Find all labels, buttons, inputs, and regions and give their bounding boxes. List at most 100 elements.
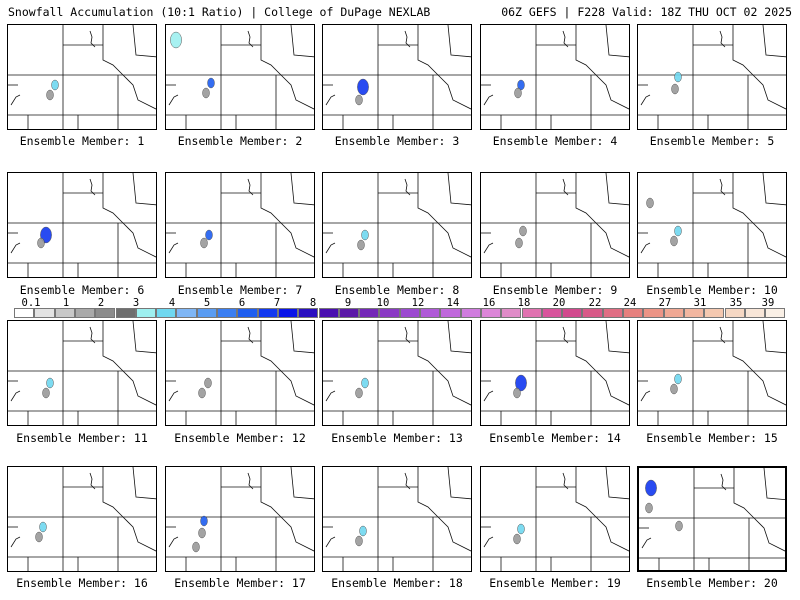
colorbar-tick-label: 24 xyxy=(623,297,637,309)
colorbar-tick-label: 27 xyxy=(658,297,672,309)
colorbar-swatch xyxy=(663,308,684,318)
colorbar-tick-label: 10 xyxy=(376,297,390,309)
ensemble-member-panel xyxy=(480,466,630,572)
state-boundaries-map xyxy=(323,467,471,571)
ensemble-member-panel xyxy=(7,24,157,130)
snowfall-blob xyxy=(675,520,683,532)
ensemble-member-label: Ensemble Member: 2 xyxy=(177,134,303,148)
colorbar-swatch xyxy=(623,308,644,318)
ensemble-member-panel xyxy=(7,466,157,572)
state-boundaries-map xyxy=(166,25,314,129)
colorbar-swatch xyxy=(156,308,177,318)
colorbar-swatch xyxy=(54,308,75,318)
ensemble-member-label: Ensemble Member: 15 xyxy=(646,431,778,445)
state-boundaries-map xyxy=(166,321,314,425)
snowfall-blob xyxy=(517,523,525,535)
colorbar-tick-label: 9 xyxy=(344,297,352,309)
snowfall-blob xyxy=(46,89,54,101)
snowfall-blob xyxy=(674,71,682,83)
ensemble-member-label: Ensemble Member: 13 xyxy=(331,431,463,445)
snowfall-blob xyxy=(515,374,527,392)
colorbar-swatch xyxy=(95,308,116,318)
ensemble-member-label: Ensemble Member: 18 xyxy=(331,576,463,590)
colorbar-tick-label: 35 xyxy=(729,297,743,309)
colorbar-swatch xyxy=(704,308,725,318)
snowfall-blob xyxy=(514,87,522,99)
ensemble-member-panel xyxy=(165,320,315,426)
snowfall-blob xyxy=(645,479,657,497)
ensemble-member-label: Ensemble Member: 1 xyxy=(19,134,145,148)
snowfall-blob xyxy=(674,225,682,237)
state-boundaries-map xyxy=(323,173,471,277)
colorbar-tick-label: 22 xyxy=(588,297,602,309)
state-boundaries-map xyxy=(638,25,786,129)
colorbar-tick-label: 18 xyxy=(517,297,531,309)
snowfall-blob xyxy=(355,387,363,399)
colorbar-tick-label: 12 xyxy=(411,297,425,309)
header-run-info: 06Z GEFS | F228 Valid: 18Z THU OCT 02 20… xyxy=(501,5,792,19)
colorbar-swatch xyxy=(765,308,786,318)
ensemble-member-panel xyxy=(637,172,787,278)
ensemble-member-label: Ensemble Member: 14 xyxy=(489,431,621,445)
state-boundaries-map xyxy=(8,173,156,277)
ensemble-member-label: Ensemble Member: 7 xyxy=(177,283,303,297)
ensemble-member-panel xyxy=(480,172,630,278)
colorbar-swatch xyxy=(318,308,339,318)
ensemble-member-panel xyxy=(637,466,787,572)
ensemble-member-panel xyxy=(322,466,472,572)
state-boundaries-map xyxy=(638,321,786,425)
colorbar-swatch xyxy=(643,308,664,318)
snowfall-blob xyxy=(361,229,369,241)
colorbar-tick-label: 4 xyxy=(168,297,176,309)
ensemble-member-panel xyxy=(480,24,630,130)
colorbar-swatch xyxy=(541,308,563,318)
colorbar-tick-label: 8 xyxy=(309,297,317,309)
state-boundaries-map xyxy=(8,321,156,425)
snowfall-blob xyxy=(170,31,182,49)
snowfall-blob xyxy=(646,197,654,209)
colorbar-swatch xyxy=(724,308,745,318)
colorbar-swatch xyxy=(277,308,299,318)
snowfall-blob xyxy=(357,239,365,251)
colorbar-swatch xyxy=(115,308,136,318)
state-boundaries-map xyxy=(481,173,629,277)
snowfall-blob xyxy=(357,78,369,96)
state-boundaries-map xyxy=(8,25,156,129)
colorbar-swatch xyxy=(683,308,705,318)
state-boundaries-map xyxy=(8,467,156,571)
colorbar-tick-label: 31 xyxy=(693,297,707,309)
snowfall-blob xyxy=(204,377,212,389)
colorbar-swatch xyxy=(582,308,603,318)
state-boundaries-map xyxy=(639,468,785,570)
snowfall-blob xyxy=(46,377,54,389)
colorbar-swatch xyxy=(34,308,55,318)
ensemble-member-panel xyxy=(637,24,787,130)
colorbar-swatch xyxy=(379,308,400,318)
state-boundaries-map xyxy=(481,25,629,129)
ensemble-member-label: Ensemble Member: 20 xyxy=(646,576,778,590)
ensemble-member-panel xyxy=(322,320,472,426)
colorbar xyxy=(14,308,786,318)
ensemble-member-panel xyxy=(322,24,472,130)
colorbar-swatch xyxy=(501,308,522,318)
header-title: Snowfall Accumulation (10:1 Ratio) | Col… xyxy=(8,5,431,19)
state-boundaries-map xyxy=(481,467,629,571)
colorbar-tick-label: 2 xyxy=(97,297,105,309)
snowfall-blob xyxy=(192,541,200,553)
state-boundaries-map xyxy=(638,173,786,277)
ensemble-member-panel xyxy=(637,320,787,426)
colorbar-swatch xyxy=(196,308,217,318)
colorbar-tick-label: 6 xyxy=(238,297,246,309)
ensemble-member-panel xyxy=(480,320,630,426)
snowfall-blob xyxy=(355,535,363,547)
snowfall-blob xyxy=(200,237,208,249)
snowfall-blob xyxy=(200,515,208,527)
snowfall-blob xyxy=(51,79,59,91)
state-boundaries-map xyxy=(323,321,471,425)
snowfall-blob xyxy=(513,533,521,545)
snowfall-blob xyxy=(674,373,682,385)
ensemble-member-label: Ensemble Member: 19 xyxy=(489,576,621,590)
colorbar-swatch xyxy=(237,308,258,318)
colorbar-swatch xyxy=(440,308,461,318)
state-boundaries-map xyxy=(481,321,629,425)
